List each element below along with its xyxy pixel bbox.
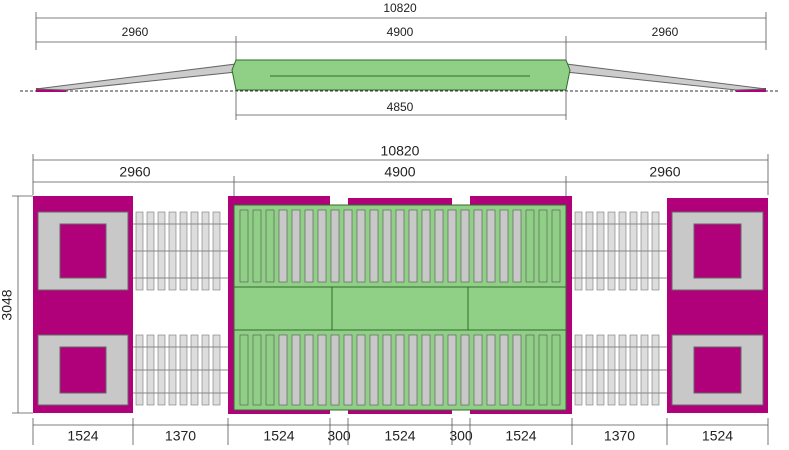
platform-slat <box>460 209 470 283</box>
platform-slat <box>525 209 535 283</box>
platform-slat <box>343 209 353 283</box>
platform-slat <box>499 334 509 406</box>
end-inner <box>693 346 742 394</box>
platform-slat <box>239 334 249 406</box>
segment-label: 1524 <box>505 428 536 444</box>
platform-slat <box>265 334 275 406</box>
segment-label: 300 <box>327 428 351 444</box>
platform-slat <box>369 334 379 406</box>
segment-label: 1524 <box>384 428 415 444</box>
platform-slat <box>317 209 327 283</box>
plan-left: 2960 <box>119 164 150 180</box>
platform-slat <box>551 209 561 283</box>
end-inner <box>59 346 107 394</box>
platform-slat <box>304 334 314 406</box>
plan-right: 2960 <box>649 164 680 180</box>
platform-slat <box>252 334 262 406</box>
platform-slat <box>473 334 483 406</box>
platform-slat <box>278 334 288 406</box>
plan-dimensions <box>12 154 769 426</box>
platform-slat <box>421 334 431 406</box>
side-total: 10820 <box>383 1 417 15</box>
slats <box>37 209 764 406</box>
platform-slat <box>382 209 392 283</box>
platform-slat <box>330 334 340 406</box>
platform-slat <box>356 209 366 283</box>
platform-slat <box>395 334 405 406</box>
platform-slat <box>434 334 444 406</box>
platform-band <box>233 286 567 331</box>
platform-slat <box>356 334 366 406</box>
platform-slat <box>408 209 418 283</box>
platform-slat <box>317 334 327 406</box>
platform-slat <box>252 209 262 283</box>
platform-slat <box>551 334 561 406</box>
platform-slat <box>512 334 522 406</box>
platform-slat <box>330 209 340 283</box>
side-center: 4900 <box>387 25 414 39</box>
plan-center: 4900 <box>384 164 415 180</box>
segment-label: 1524 <box>702 428 733 444</box>
platform-slat <box>343 334 353 406</box>
platform-slat <box>538 209 548 283</box>
platform-slat <box>278 209 288 283</box>
platform-slat <box>421 209 431 283</box>
ramp-side <box>565 63 767 91</box>
platform-slat <box>408 334 418 406</box>
segment-label: 1370 <box>604 428 635 444</box>
platform-slat <box>499 209 509 283</box>
platform-slat <box>291 334 301 406</box>
plan-total: 10820 <box>381 143 420 159</box>
end-inner <box>59 223 107 279</box>
platform-slat <box>369 209 379 283</box>
plan-height: 3048 <box>0 289 15 320</box>
platform-slat <box>473 209 483 283</box>
side-right: 2960 <box>652 25 679 39</box>
platform-slat <box>304 209 314 283</box>
side-dimensions <box>35 12 767 120</box>
platform-slat <box>460 334 470 406</box>
platform-slat <box>434 209 444 283</box>
platform-slat <box>447 209 457 283</box>
platform-slat <box>447 334 457 406</box>
segment-label: 300 <box>449 428 473 444</box>
platform-slat <box>291 209 301 283</box>
platform-slat <box>486 209 496 283</box>
platform-slat <box>239 209 249 283</box>
platform-slat <box>512 209 522 283</box>
side-left: 2960 <box>122 25 149 39</box>
platform-slat <box>395 209 405 283</box>
platform-slat <box>382 334 392 406</box>
segment-ticks: 1524 1370 1524 300 1524 300 1524 1370 1524 <box>32 418 769 445</box>
segment-label: 1524 <box>67 428 98 444</box>
platform-slat <box>525 334 535 406</box>
platform-slat <box>486 334 496 406</box>
ramp-side <box>35 63 237 91</box>
platform-side <box>231 59 571 91</box>
segment-label: 1370 <box>165 428 196 444</box>
segment-label: 1524 <box>263 428 294 444</box>
platform-slat <box>265 209 275 283</box>
platform-slat <box>538 334 548 406</box>
side-bottom: 4850 <box>387 100 414 114</box>
end-inner <box>693 223 742 279</box>
